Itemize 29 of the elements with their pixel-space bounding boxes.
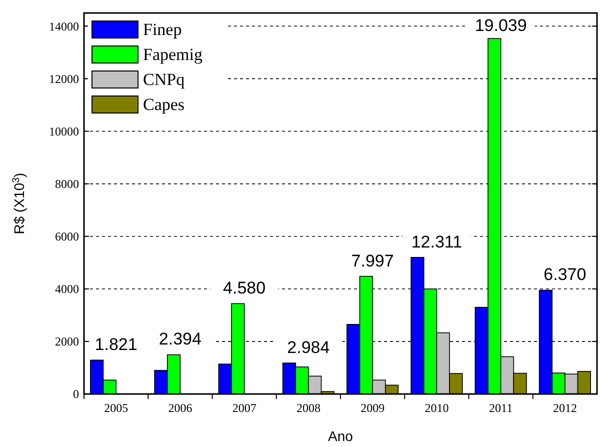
total-label: 19.039 [474,16,527,35]
y-tick-label: 10000 [49,124,79,138]
total-label: 6.370 [544,265,586,284]
total-label: 2.394 [158,330,202,349]
total-label: 4.580 [223,278,266,298]
legend-label: Capes [143,95,185,114]
x-tick-label: 2011 [489,401,513,415]
y-tick-label: 6000 [55,230,79,244]
total-label: 2.984 [287,338,330,357]
x-tick-label: 2006 [168,401,192,415]
x-tick-label: 2005 [104,401,128,415]
x-tick-label: 2010 [424,401,449,415]
y-tick-label: 14000 [49,19,79,34]
y-tick-label: 0 [73,387,79,402]
y-tick-label: 8000 [55,176,79,191]
legend-label: CNPq [143,70,186,89]
x-tick-label: 2007 [232,401,256,415]
x-axis-title: Ano [328,428,354,444]
y-tick-label: 2000 [55,334,79,349]
x-tick-label: 2009 [360,401,385,415]
x-tick-label: 2012 [552,401,577,415]
legend-label: Fapemig [143,45,203,64]
total-label: 1.821 [94,335,138,354]
total-label: 12.311 [411,232,462,252]
x-tick-label: 2008 [296,401,320,415]
y-tick-label: 12000 [49,72,79,86]
total-label: 7.997 [351,251,394,270]
y-tick-label: 4000 [55,282,79,296]
legend-label: Finep [143,20,182,39]
